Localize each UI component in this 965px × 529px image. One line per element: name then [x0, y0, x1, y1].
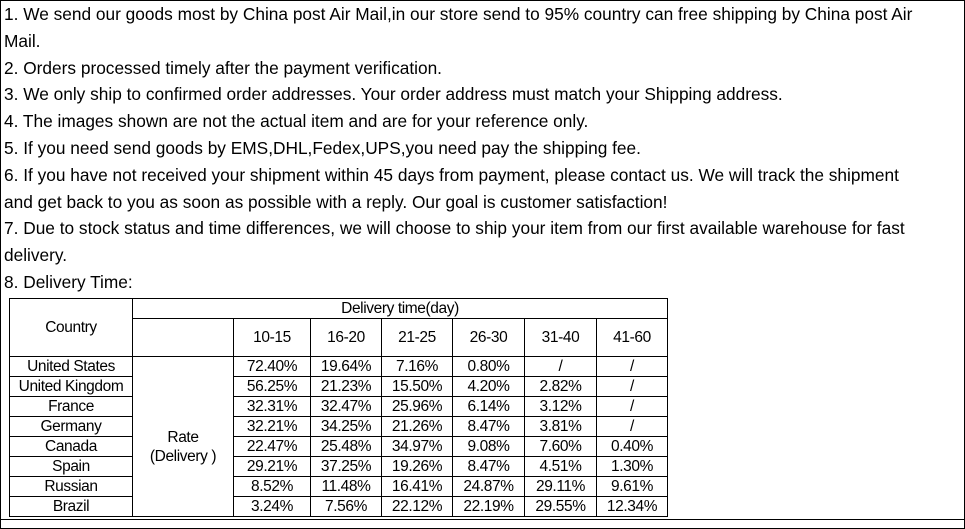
rate-cell: 25.48% — [310, 436, 382, 457]
rate-cell: 4.20% — [452, 376, 525, 397]
rate-cell: 3.12% — [524, 396, 597, 417]
blank-header — [132, 318, 234, 357]
note-line: 4. The images shown are not the actual i… — [4, 111, 589, 132]
rate-cell: 8.52% — [233, 476, 311, 497]
country-cell: Russian — [9, 476, 133, 497]
rate-cell: 29.11% — [524, 476, 597, 497]
country-cell: Canada — [9, 436, 133, 457]
rate-cell: 8.47% — [452, 416, 525, 437]
rate-cell: 34.97% — [381, 436, 453, 457]
note-line: 6. If you have not received your shipmen… — [4, 164, 899, 185]
rate-cell: / — [596, 416, 668, 437]
delivery-time-header: Delivery time(day) — [132, 298, 668, 319]
table-row: Brazil 3.24% 7.56% 22.12% 22.19% 29.55% 12.34% — [9, 496, 668, 517]
rate-cell: 0.40% — [596, 436, 668, 457]
note-line: delivery. — [4, 245, 68, 266]
note-line: 3. We only ship to confirmed order addre… — [4, 84, 783, 105]
column-header: 41-60 — [596, 318, 668, 357]
rate-cell: 22.19% — [452, 496, 525, 517]
note-line: and get back to you as soon as possible … — [4, 191, 668, 212]
country-cell: Spain — [9, 456, 133, 477]
rate-cell: 56.25% — [233, 376, 311, 397]
rate-cell: / — [596, 356, 668, 377]
country-header: Country — [9, 298, 133, 357]
rate-cell: 72.40% — [233, 356, 311, 377]
rate-cell: 8.47% — [452, 456, 525, 477]
table-row: Germany 32.21% 34.25% 21.26% 8.47% 3.81% / — [9, 416, 668, 437]
rate-cell: 32.21% — [233, 416, 311, 437]
rate-cell: 7.60% — [524, 436, 597, 457]
rate-cell: 29.21% — [233, 456, 311, 477]
rate-cell: 9.08% — [452, 436, 525, 457]
country-cell: France — [9, 396, 133, 417]
rate-cell: 7.56% — [310, 496, 382, 517]
note-line: Mail. — [4, 30, 41, 51]
country-cell: United States — [9, 356, 133, 377]
note-line: 8. Delivery Time: — [4, 271, 133, 292]
rate-cell: 32.31% — [233, 396, 311, 417]
note-line: 1. We send our goods most by China post … — [4, 4, 913, 24]
table-row: Russian 8.52% 11.48% 16.41% 24.87% 29.11% 9.61… — [9, 476, 668, 497]
table-row: France 32.31% 32.47% 25.96% 6.14% 3.12% / — [9, 396, 668, 417]
rate-cell: / — [596, 376, 668, 397]
rate-cell: 37.25% — [310, 456, 382, 477]
rate-cell: 7.16% — [381, 356, 453, 377]
rate-label-line: Rate — [167, 428, 199, 446]
column-header: 26-30 — [452, 318, 525, 357]
rate-cell: / — [596, 396, 668, 417]
note-line: 7. Due to stock status and time differen… — [4, 218, 905, 239]
rate-cell: 9.61% — [596, 476, 668, 497]
rate-cell: 29.55% — [524, 496, 597, 517]
rate-cell: 24.87% — [452, 476, 525, 497]
rate-cell: 34.25% — [310, 416, 382, 437]
country-cell: United Kingdom — [9, 376, 133, 397]
delivery-time-table: Country Delivery time(day) 10-15 16-20 21-… — [9, 298, 668, 517]
rate-cell: 0.80% — [452, 356, 525, 377]
rate-cell: 21.26% — [381, 416, 453, 437]
note-line: 2. Orders processed timely after the pay… — [4, 57, 442, 78]
rate-cell: 4.51% — [524, 456, 597, 477]
column-header: 16-20 — [310, 318, 382, 357]
bottom-divider — [1, 519, 964, 520]
rate-cell: 3.24% — [233, 496, 311, 517]
shipping-notes: 1. We send our goods most by China post … — [4, 1, 962, 296]
rate-cell: 19.64% — [310, 356, 382, 377]
rate-cell: 16.41% — [381, 476, 453, 497]
rate-cell: 12.34% — [596, 496, 668, 517]
country-cell: Brazil — [9, 496, 133, 517]
rate-cell: 32.47% — [310, 396, 382, 417]
rate-cell: 22.12% — [381, 496, 453, 517]
column-header: 21-25 — [381, 318, 453, 357]
rate-cell: 15.50% — [381, 376, 453, 397]
rate-cell: 1.30% — [596, 456, 668, 477]
rate-label-line: (Delivery ) — [149, 447, 217, 465]
table-row: United States Rate (Delivery ) 72.40% 19.64%… — [9, 356, 668, 517]
note-line: 5. If you need send goods by EMS,DHL,Fed… — [4, 137, 641, 158]
rate-label: Rate (Delivery ) — [132, 356, 234, 517]
rate-cell: 11.48% — [310, 476, 382, 497]
rate-cell: 6.14% — [452, 396, 525, 417]
rate-cell: 19.26% — [381, 456, 453, 477]
rate-cell: / — [524, 356, 597, 377]
column-header: 31-40 — [524, 318, 597, 357]
rate-cell: 22.47% — [233, 436, 311, 457]
table-row: Canada 22.47% 25.48% 34.97% 9.08% 7.60% 0.40% — [9, 436, 668, 457]
rate-cell: 2.82% — [524, 376, 597, 397]
country-cell: Germany — [9, 416, 133, 437]
column-header: 10-15 — [233, 318, 311, 357]
table-row: Spain 29.21% 37.25% 19.26% 8.47% 4.51% 1.30% — [9, 456, 668, 477]
table-row: United Kingdom 56.25% 21.23% 15.50% 4.20% 2.8… — [9, 376, 668, 397]
rate-cell: 21.23% — [310, 376, 382, 397]
rate-cell: 3.81% — [524, 416, 597, 437]
rate-cell: 25.96% — [381, 396, 453, 417]
